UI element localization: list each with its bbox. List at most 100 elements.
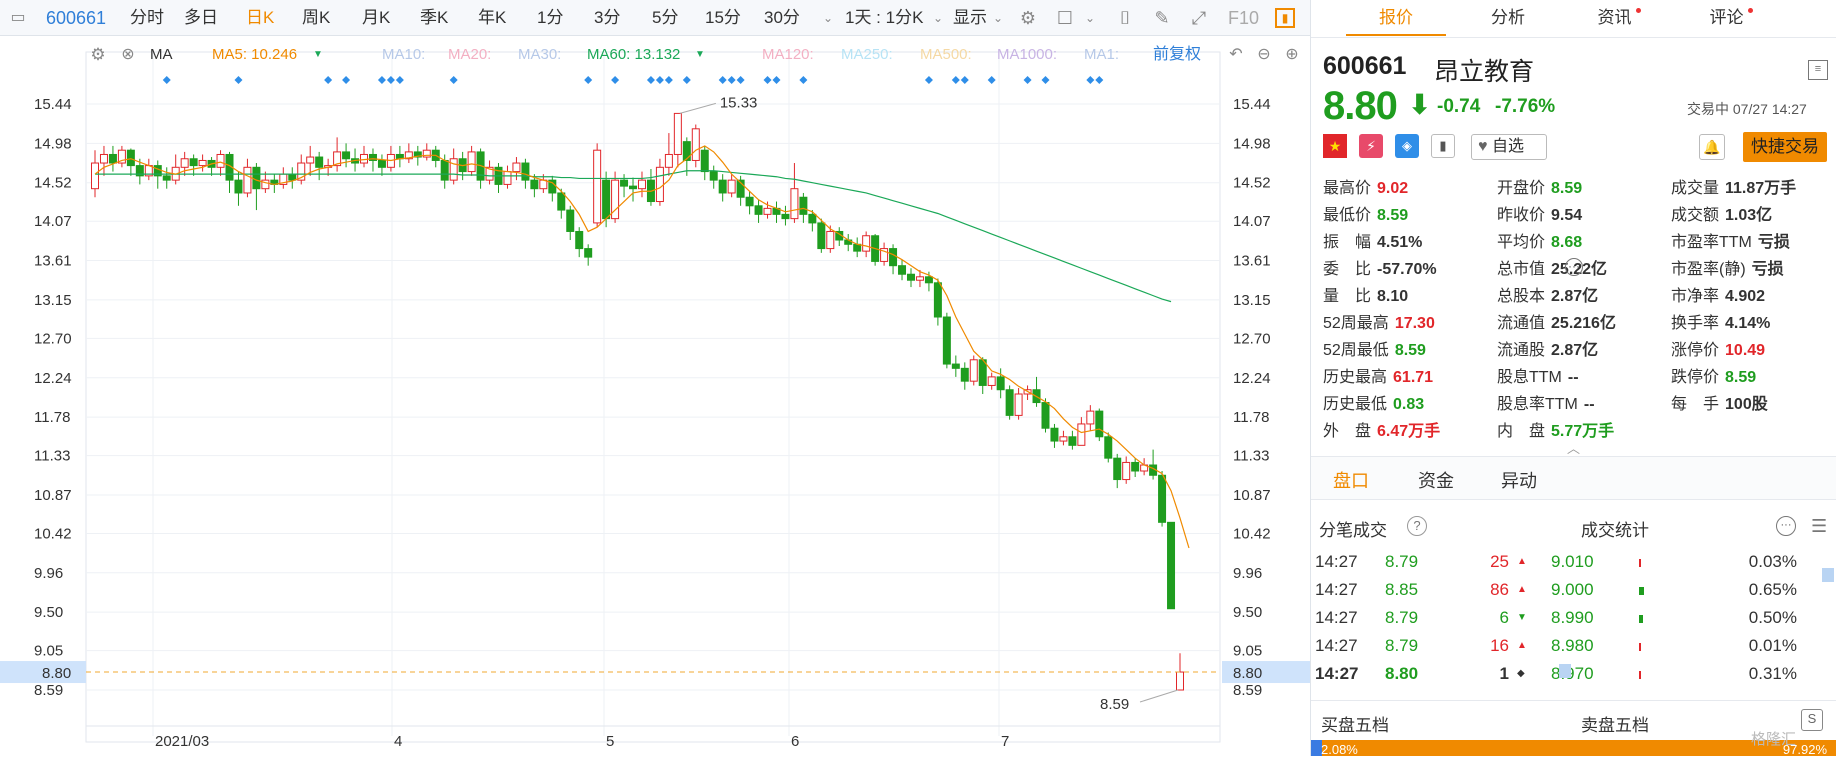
help-icon[interactable]: ? <box>1407 516 1427 536</box>
event-marker-icon[interactable] <box>1086 76 1095 84</box>
candle-body[interactable] <box>1167 521 1176 610</box>
candle-body[interactable] <box>673 112 682 155</box>
camera-icon[interactable]: ⌷ <box>1119 8 1131 28</box>
candle-body[interactable] <box>234 179 243 194</box>
candle-body[interactable] <box>530 179 539 190</box>
candle-body[interactable] <box>135 165 144 177</box>
candle-body[interactable] <box>440 159 449 181</box>
event-marker-icon[interactable] <box>924 76 933 84</box>
candle-body[interactable] <box>763 207 772 215</box>
candle-body[interactable] <box>297 162 306 181</box>
ma60-dropdown-icon[interactable]: ▼ <box>695 49 705 60</box>
candle-body[interactable] <box>1050 427 1059 442</box>
candle-body[interactable] <box>637 179 646 190</box>
candle-body[interactable] <box>333 151 342 167</box>
candle-body[interactable] <box>799 196 808 215</box>
tab-capital[interactable]: 资金 <box>1418 471 1454 491</box>
event-marker-icon[interactable] <box>987 76 996 84</box>
candle-body[interactable] <box>422 149 431 158</box>
candle-body[interactable] <box>718 179 727 194</box>
candle-body[interactable] <box>261 179 270 190</box>
kline-chart-svg[interactable]: 15.44 15.44 14.98 14.98 14.52 14.52 14.07 14.07… <box>0 36 1310 756</box>
candle-body[interactable] <box>1077 423 1086 446</box>
event-marker-icon[interactable] <box>682 76 691 84</box>
tab-anomaly[interactable]: 异动 <box>1501 471 1537 491</box>
candle-body[interactable] <box>126 149 135 167</box>
detail-panel-icon[interactable]: ≡ <box>1808 60 1828 80</box>
candle-body[interactable] <box>987 376 996 386</box>
close-indicator-icon[interactable]: ⊗ <box>121 46 135 63</box>
event-marker-icon[interactable] <box>727 76 736 84</box>
period-tab-15min[interactable]: 15分 <box>705 8 741 27</box>
candle-body[interactable] <box>1059 436 1068 442</box>
candle-body[interactable] <box>1122 461 1131 481</box>
candle-body[interactable] <box>880 248 889 262</box>
f10-button[interactable]: F10 <box>1228 8 1260 28</box>
deal-scroll-indicator[interactable] <box>1822 568 1834 582</box>
candle-body[interactable] <box>942 316 951 365</box>
candle-body[interactable] <box>1086 410 1095 425</box>
chevron-down-icon[interactable]: ⌄ <box>1084 11 1096 25</box>
event-marker-icon[interactable] <box>1095 76 1104 84</box>
event-marker-icon[interactable] <box>324 76 333 84</box>
event-marker-icon[interactable] <box>1023 76 1032 84</box>
event-marker-icon[interactable] <box>1041 76 1050 84</box>
quick-trade-button[interactable]: 快捷交易 <box>1743 132 1827 162</box>
candle-body[interactable] <box>691 128 700 161</box>
period-tab-weekly[interactable]: 周K <box>302 8 331 27</box>
event-marker-icon[interactable] <box>736 76 745 84</box>
candle-body[interactable] <box>1104 436 1113 459</box>
candle-body[interactable] <box>862 235 871 252</box>
event-marker-icon[interactable] <box>386 76 395 84</box>
candle-body[interactable] <box>368 153 377 161</box>
candle-body[interactable] <box>252 166 261 190</box>
candle-body[interactable] <box>467 151 476 173</box>
event-marker-icon[interactable] <box>960 76 969 84</box>
period-tab-1min[interactable]: 1分 <box>537 8 564 27</box>
candle-body[interactable] <box>969 359 978 382</box>
fullscreen-icon[interactable]: ⤢ <box>1191 8 1207 28</box>
event-marker-icon[interactable] <box>664 76 673 84</box>
candle-body[interactable] <box>754 205 763 215</box>
candle-body[interactable] <box>790 188 799 220</box>
candle-body[interactable] <box>1158 474 1167 523</box>
candle-body[interactable] <box>629 185 638 190</box>
period-tab-daily[interactable]: 日K <box>246 8 275 27</box>
chevron-down-icon[interactable]: ⌄ <box>932 11 944 25</box>
chevron-down-icon[interactable]: ⌄ <box>822 11 834 25</box>
period-combo[interactable]: 1天 : 1分K <box>845 8 924 27</box>
event-marker-icon[interactable] <box>395 76 404 84</box>
candle-body[interactable] <box>951 363 960 369</box>
undo-icon[interactable]: ↶ <box>1229 46 1243 63</box>
tab-analysis[interactable]: 分析 <box>1491 8 1525 27</box>
candle-body[interactable] <box>817 222 826 250</box>
candle-body[interactable] <box>557 192 566 211</box>
event-marker-icon[interactable] <box>655 76 664 84</box>
candle-body[interactable] <box>700 149 709 173</box>
list-view-icon[interactable]: ☰ <box>1811 516 1828 536</box>
ticks-scroll-indicator[interactable] <box>1559 664 1571 678</box>
candle-body[interactable] <box>99 153 108 164</box>
candle-body[interactable] <box>933 282 942 318</box>
chevron-down-icon[interactable]: ⌄ <box>992 11 1004 25</box>
candle-body[interactable] <box>306 156 315 164</box>
indicator-settings-icon[interactable]: ⚙ <box>90 45 106 64</box>
event-marker-icon[interactable] <box>951 76 960 84</box>
event-marker-icon[interactable] <box>342 76 351 84</box>
period-tab-quarterly[interactable]: 季K <box>420 8 449 27</box>
zoom-out-icon[interactable]: ⊖ <box>1257 46 1271 63</box>
candle-body[interactable] <box>91 162 99 190</box>
candle-body[interactable] <box>1068 436 1077 446</box>
period-tab-3min[interactable]: 3分 <box>594 8 621 27</box>
candle-body[interactable] <box>1005 389 1014 416</box>
candle-body[interactable] <box>745 196 754 207</box>
candle-body[interactable] <box>198 159 207 167</box>
zoom-in-icon[interactable]: ⊕ <box>1285 46 1299 63</box>
event-marker-icon[interactable] <box>799 76 808 84</box>
sidebar-toggle-icon[interactable]: ▭ <box>10 9 26 26</box>
event-marker-icon[interactable] <box>763 76 772 84</box>
period-tab-30min[interactable]: 30分 <box>764 8 800 27</box>
tab-quote[interactable]: 报价 <box>1346 0 1446 36</box>
tab-order-book[interactable]: 盘口 <box>1333 471 1369 491</box>
candle-body[interactable] <box>449 158 458 181</box>
